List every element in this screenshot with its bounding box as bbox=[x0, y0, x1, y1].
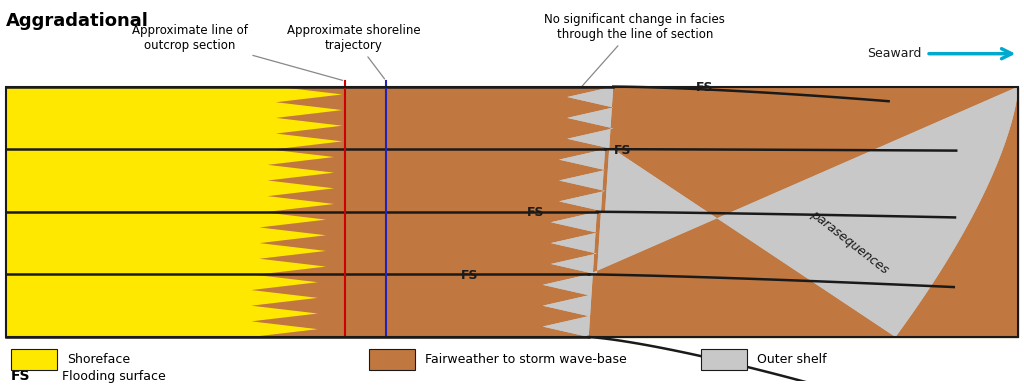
Text: FS: FS bbox=[11, 369, 31, 383]
Polygon shape bbox=[543, 87, 1018, 337]
Text: No significant change in facies
through the line of section: No significant change in facies through … bbox=[545, 13, 725, 88]
Text: Fairweather to storm wave-base: Fairweather to storm wave-base bbox=[425, 353, 627, 367]
Text: FS: FS bbox=[461, 269, 478, 282]
Text: Shoreface: Shoreface bbox=[68, 353, 130, 367]
Text: Approximate line of
outcrop section: Approximate line of outcrop section bbox=[132, 24, 343, 80]
Text: parasequences: parasequences bbox=[808, 208, 891, 276]
Polygon shape bbox=[6, 212, 326, 275]
Polygon shape bbox=[6, 87, 1018, 337]
Text: FS: FS bbox=[527, 206, 545, 219]
Polygon shape bbox=[6, 149, 334, 212]
Text: FS: FS bbox=[614, 144, 632, 157]
Bar bbox=[701, 350, 748, 370]
Bar bbox=[11, 350, 57, 370]
Bar bbox=[369, 350, 415, 370]
Text: Aggradational: Aggradational bbox=[6, 12, 148, 30]
Polygon shape bbox=[543, 87, 1018, 337]
Bar bbox=[6, 87, 1018, 337]
Text: Flooding surface: Flooding surface bbox=[62, 370, 166, 383]
Text: Seaward: Seaward bbox=[866, 47, 921, 60]
Text: FS: FS bbox=[696, 81, 714, 94]
Text: Approximate shoreline
trajectory: Approximate shoreline trajectory bbox=[287, 24, 420, 79]
Polygon shape bbox=[6, 87, 342, 149]
Polygon shape bbox=[6, 275, 317, 337]
Text: Outer shelf: Outer shelf bbox=[758, 353, 827, 367]
